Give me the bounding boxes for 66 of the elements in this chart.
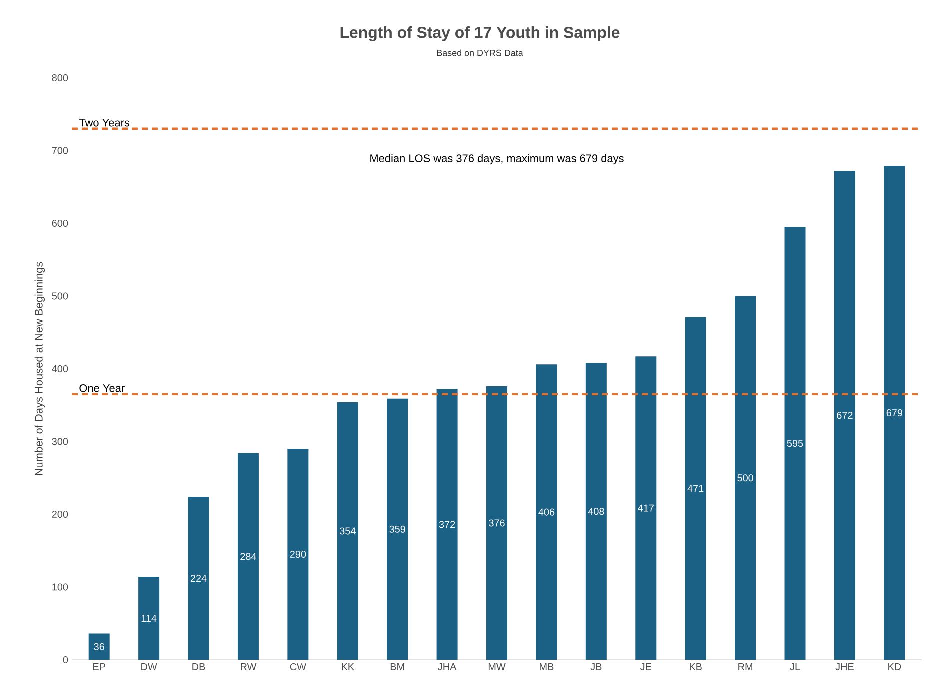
y-tick-label: 800 [52,74,68,82]
data-label: 500 [738,474,754,482]
x-tick-label: DW [142,664,158,670]
data-label: 224 [190,575,207,582]
bar [486,386,508,660]
data-label: 284 [240,553,256,560]
y-tick-label: 400 [52,365,68,373]
data-label: 372 [439,521,456,528]
x-tick-label: KD [888,664,902,670]
ref-line-label: One Year [80,384,125,392]
x-tick-label: MW [488,664,506,670]
y-tick-label: 300 [52,438,68,446]
bar [884,166,906,660]
data-label: 354 [340,528,356,535]
data-label: 114 [142,615,157,622]
data-label: 408 [588,508,604,516]
y-tick-label: 0 [63,656,68,664]
x-tick-label: KK [342,664,354,670]
x-tick-label: JE [640,664,652,670]
y-tick-label: 200 [52,510,68,518]
x-tick-label: JHE [836,664,854,670]
x-tick-label: KB [690,664,702,670]
bar [188,497,210,660]
data-label: 417 [638,504,654,512]
x-tick-label: JL [790,664,800,670]
y-tick-label: 500 [52,292,68,300]
data-label: 679 [886,409,903,417]
bar [784,227,806,660]
y-axis-title: Number of Days Housed at New Beginnings [34,262,46,476]
x-tick-label: CW [290,664,306,671]
bar [337,402,358,660]
x-tick-label: MB [540,664,554,670]
bar [238,453,259,660]
data-label: 36 [94,643,104,650]
x-tick-label: RW [241,664,257,670]
data-label: 376 [489,520,505,527]
data-label: 290 [290,550,306,558]
bar [636,356,657,660]
x-tick-label: JHA [438,664,457,670]
y-tick-label: 100 [52,584,68,591]
bar [536,364,558,660]
bar [138,577,160,660]
data-label: 672 [837,412,853,420]
annotation: Median LOS was 376 days, maximum was 679 days [370,154,624,165]
data-label: 406 [538,508,555,516]
ref-line-label: Two Years [79,119,130,127]
data-label: 595 [787,440,804,448]
bar [288,449,309,660]
bar [436,389,458,660]
y-tick-label: 700 [52,147,68,154]
bar [834,171,856,660]
bar [685,317,706,660]
bar [88,634,110,660]
bar [586,363,607,660]
x-tick-label: EP [94,664,106,670]
data-label: 359 [390,526,406,533]
data-label: 471 [688,485,704,492]
x-tick-label: RM [738,664,752,670]
x-tick-label: DB [192,664,206,670]
chart-subtitle: Based on DYRS Data [437,50,524,56]
y-tick-label: 600 [52,220,68,228]
x-tick-label: JB [590,664,602,670]
bar [387,398,408,660]
x-tick-label: BM [390,664,404,670]
chart-title: Length of Stay of 17 Youth in Sample [340,26,620,42]
bar [735,296,756,660]
